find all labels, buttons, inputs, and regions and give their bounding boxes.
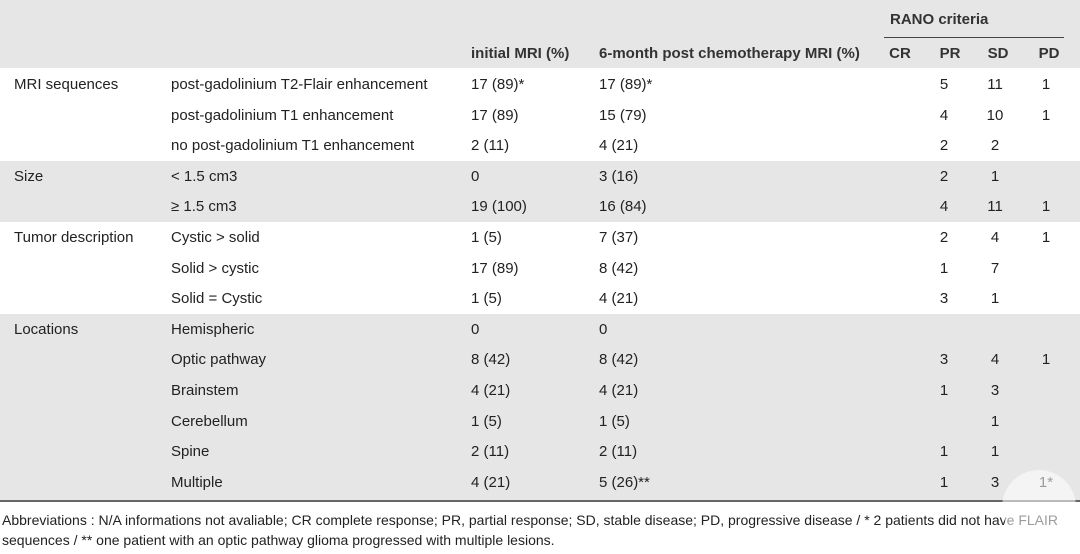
- pr-cell: 2: [939, 137, 949, 154]
- post-chemo-mri-cell: 3 (16): [599, 168, 639, 185]
- pd-cell: 1: [1041, 107, 1051, 124]
- header-band: [0, 0, 1080, 68]
- results-table: RANO criteria initial MRI (%) 6-month po…: [0, 0, 1080, 502]
- table-footnote: Abbreviations : N/A informations not ava…: [2, 512, 1058, 548]
- sd-cell: 11: [987, 76, 1003, 93]
- post-chemo-mri-cell: 2 (11): [599, 443, 638, 460]
- sd-cell: 3: [990, 474, 1000, 491]
- post-chemo-mri-cell: 8 (42): [599, 260, 639, 277]
- locations-band: [0, 314, 1080, 500]
- sd-cell: 7: [990, 260, 1000, 277]
- pr-cell: 1: [939, 382, 949, 399]
- initial-mri-cell: 4 (21): [471, 474, 511, 491]
- sd-cell: 10: [986, 107, 1004, 124]
- post-chemo-mri-cell: 16 (84): [599, 198, 647, 215]
- subcategory-cell: Solid = Cystic: [171, 290, 263, 307]
- sd-cell: 2: [990, 137, 1000, 154]
- category-cell: MRI sequences: [14, 76, 119, 93]
- initial-mri-header: initial MRI (%): [471, 45, 570, 62]
- sd-cell: 11: [987, 198, 1003, 215]
- pd-cell: 1: [1041, 229, 1051, 246]
- pr-header: PR: [939, 45, 961, 62]
- initial-mri-cell: 1 (5): [471, 290, 502, 307]
- watermark-badge: [1002, 470, 1076, 544]
- subcategory-cell: Cystic > solid: [171, 229, 260, 246]
- post-chemo-mri-cell: 4 (21): [599, 290, 639, 307]
- table-bottom-rule: [0, 500, 1080, 502]
- sd-cell: 1: [990, 168, 1000, 185]
- pr-cell: 5: [939, 76, 949, 93]
- category-cell: Locations: [14, 321, 79, 338]
- pd-cell: 1: [1041, 76, 1051, 93]
- pr-cell: 1: [939, 260, 949, 277]
- subcategory-cell: Multiple: [171, 474, 223, 491]
- initial-mri-cell: 1 (5): [471, 413, 502, 430]
- post-chemo-mri-cell: 5 (26)**: [599, 474, 650, 491]
- post-chemo-mri-cell: 17 (89)*: [599, 76, 653, 93]
- sd-cell: 1: [990, 290, 1000, 307]
- pr-cell: 3: [939, 290, 949, 307]
- subcategory-cell: Hemispheric: [171, 321, 255, 338]
- post-chemo-mri-cell: 8 (42): [599, 351, 639, 368]
- initial-mri-cell: 4 (21): [471, 382, 511, 399]
- rano-group-rule: [884, 37, 1064, 38]
- pr-cell: 2: [939, 229, 949, 246]
- initial-mri-cell: 0: [471, 168, 480, 185]
- size-band: [0, 161, 1080, 222]
- subcategory-cell: post-gadolinium T1 enhancement: [171, 107, 394, 124]
- subcategory-cell: post-gadolinium T2-Flair enhancement: [171, 76, 428, 93]
- pd-header: PD: [1038, 45, 1060, 62]
- subcategory-cell: Spine: [171, 443, 210, 460]
- pr-cell: 1: [939, 474, 949, 491]
- sd-cell: 1: [990, 413, 1000, 430]
- initial-mri-cell: 2 (11): [471, 137, 510, 154]
- category-cell: Tumor description: [14, 229, 134, 246]
- cr-header: CR: [889, 45, 911, 62]
- post-chemo-mri-cell: 15 (79): [599, 107, 647, 124]
- subcategory-cell: no post-gadolinium T1 enhancement: [171, 137, 415, 154]
- sd-cell: 4: [990, 229, 1000, 246]
- initial-mri-cell: 17 (89): [471, 107, 519, 124]
- pd-cell: 1: [1041, 198, 1051, 215]
- initial-mri-cell: 2 (11): [471, 443, 510, 460]
- initial-mri-cell: 8 (42): [471, 351, 511, 368]
- subcategory-cell: Optic pathway: [171, 351, 267, 368]
- subcategory-cell: Brainstem: [171, 382, 239, 399]
- post-chemo-mri-cell: 7 (37): [599, 229, 639, 246]
- subcategory-cell: Solid > cystic: [171, 260, 259, 277]
- initial-mri-cell: 0: [471, 321, 480, 338]
- post-chemo-mri-header: 6-month post chemotherapy MRI (%): [599, 45, 860, 62]
- sd-cell: 4: [990, 351, 1000, 368]
- pr-cell: 3: [939, 351, 949, 368]
- pr-cell: 1: [939, 443, 949, 460]
- post-chemo-mri-cell: 4 (21): [599, 382, 639, 399]
- sd-cell: 1: [990, 443, 1000, 460]
- post-chemo-mri-cell: 4 (21): [599, 137, 639, 154]
- sd-header: SD: [987, 45, 1009, 62]
- subcategory-cell: ≥ 1.5 cm3: [171, 198, 237, 215]
- rano-criteria-header: RANO criteria: [890, 11, 989, 28]
- category-cell: Size: [14, 168, 44, 185]
- subcategory-cell: Cerebellum: [171, 413, 248, 430]
- post-chemo-mri-cell: 0: [599, 321, 608, 338]
- post-chemo-mri-cell: 1 (5): [599, 413, 630, 430]
- initial-mri-cell: 17 (89): [471, 260, 519, 277]
- initial-mri-cell: 19 (100): [471, 198, 527, 215]
- pr-cell: 4: [939, 198, 949, 215]
- initial-mri-cell: 1 (5): [471, 229, 502, 246]
- initial-mri-cell: 17 (89)*: [471, 76, 525, 93]
- pd-cell: 1: [1041, 351, 1051, 368]
- pr-cell: 4: [939, 107, 949, 124]
- pr-cell: 2: [939, 168, 949, 185]
- subcategory-cell: < 1.5 cm3: [171, 168, 238, 185]
- sd-cell: 3: [990, 382, 1000, 399]
